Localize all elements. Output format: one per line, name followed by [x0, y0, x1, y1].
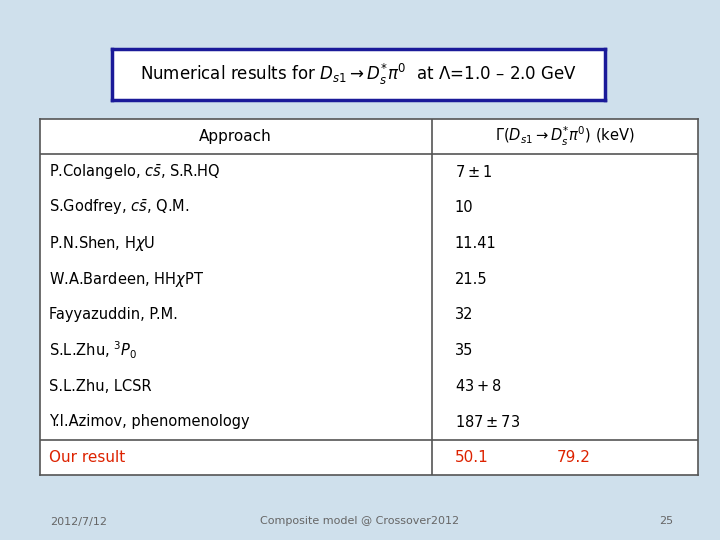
- Text: 50.1: 50.1: [454, 450, 488, 465]
- Text: $\Gamma(D_{s1} \rightarrow D_s^{*}\pi^0)$ (keV): $\Gamma(D_{s1} \rightarrow D_s^{*}\pi^0)…: [495, 125, 635, 148]
- Text: 11.41: 11.41: [454, 236, 496, 251]
- Text: Approach: Approach: [199, 129, 272, 144]
- Text: W.A.Bardeen, HH$\chi$PT: W.A.Bardeen, HH$\chi$PT: [50, 269, 204, 289]
- Text: Numerical results for $D_{s1} \rightarrow D_s^{*}\pi^0$  at $\Lambda$=1.0 – 2.0 : Numerical results for $D_{s1} \rightarro…: [140, 62, 577, 87]
- Text: $187 \pm 73$: $187 \pm 73$: [454, 414, 520, 430]
- Text: Our result: Our result: [50, 450, 126, 465]
- Text: 32: 32: [454, 307, 473, 322]
- Text: Composite model @ Crossover2012: Composite model @ Crossover2012: [261, 516, 459, 526]
- Text: P.N.Shen, H$\chi$U: P.N.Shen, H$\chi$U: [50, 234, 156, 253]
- Text: S.L.Zhu, $^3P_0$: S.L.Zhu, $^3P_0$: [50, 340, 138, 361]
- Text: 2012/7/12: 2012/7/12: [50, 516, 107, 526]
- Text: 21.5: 21.5: [454, 272, 487, 287]
- Text: P.Colangelo, $c\bar{s}$, S.R.HQ: P.Colangelo, $c\bar{s}$, S.R.HQ: [50, 163, 221, 182]
- Text: $7 \pm 1$: $7 \pm 1$: [454, 164, 492, 180]
- Text: 35: 35: [454, 343, 473, 358]
- Text: 79.2: 79.2: [557, 450, 590, 465]
- Text: 10: 10: [454, 200, 473, 215]
- Text: S.Godfrey, $c\bar{s}$, Q.M.: S.Godfrey, $c\bar{s}$, Q.M.: [50, 198, 190, 218]
- Text: Fayyazuddin, P.M.: Fayyazuddin, P.M.: [50, 307, 179, 322]
- Text: Y.I.Azimov, phenomenology: Y.I.Azimov, phenomenology: [50, 414, 250, 429]
- Text: 25: 25: [659, 516, 673, 526]
- Text: S.L.Zhu, LCSR: S.L.Zhu, LCSR: [50, 379, 152, 394]
- Text: $43 + 8$: $43 + 8$: [454, 378, 501, 394]
